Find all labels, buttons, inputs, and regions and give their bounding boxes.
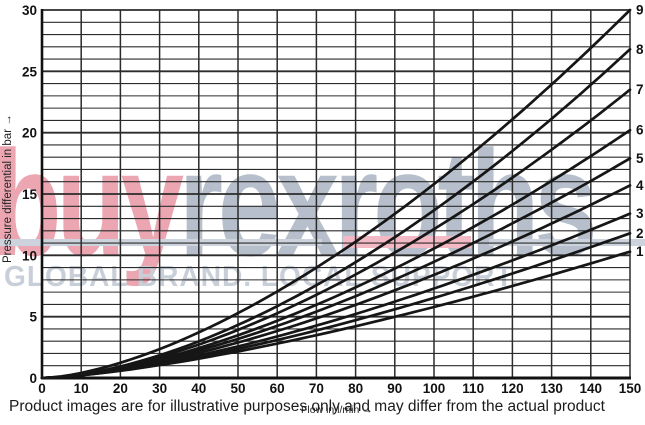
curve-label-9: 9: [636, 3, 644, 18]
y-tick-label: 30: [22, 3, 37, 18]
x-tick-label: 60: [270, 381, 285, 396]
curve-6: [40, 128, 632, 380]
x-tick-label: 80: [348, 381, 363, 396]
x-tick-label: 140: [580, 381, 603, 396]
x-tick-label: 100: [423, 381, 446, 396]
x-tick-label: 90: [387, 381, 402, 396]
y-tick-label: 15: [22, 187, 38, 202]
y-tick-label: 25: [22, 64, 38, 79]
curve-5: [40, 157, 632, 380]
x-tick-label: 20: [113, 381, 128, 396]
x-tick-label: 70: [309, 381, 324, 396]
y-tick-label: 5: [29, 310, 37, 325]
y-tick-label: 0: [29, 371, 37, 386]
curve-label-3: 3: [636, 206, 644, 221]
x-tick-label: 10: [74, 381, 89, 396]
x-tick-label: 150: [619, 381, 642, 396]
curve-label-2: 2: [636, 226, 644, 241]
curve-label-1: 1: [636, 244, 644, 259]
curve-label-5: 5: [636, 151, 644, 166]
x-tick-label: 120: [501, 381, 524, 396]
watermark-brand-rexroths: rexroths: [178, 119, 598, 287]
x-tick-label: 30: [152, 381, 167, 396]
y-tick-label: 10: [22, 248, 37, 263]
curve-label-4: 4: [636, 178, 644, 193]
x-tick-label: 110: [462, 381, 484, 396]
curve-label-7: 7: [636, 82, 644, 97]
curve-label-6: 6: [636, 123, 644, 138]
x-tick-label: 50: [230, 381, 245, 396]
disclaimer-caption: Product images are for illustrative purp…: [9, 398, 605, 415]
curve-4: [40, 184, 632, 380]
y-axis-title: Pressure differential in bar →: [2, 114, 14, 263]
curve-label-8: 8: [636, 42, 644, 57]
y-tick-label: 20: [22, 126, 37, 141]
x-tick-label: 130: [540, 381, 563, 396]
x-tick-label: 0: [38, 381, 46, 396]
curve-8: [40, 47, 632, 380]
curve-9: [40, 8, 632, 380]
x-tick-label: 40: [191, 381, 206, 396]
watermark-bar-gray-left: [0, 239, 322, 246]
watermark-brand: buyrexroths: [0, 128, 598, 278]
x-axis-title: Flow in l/min →: [301, 404, 373, 416]
watermark-bar-gray-right: [489, 239, 645, 246]
watermark-brand-buy: buy: [0, 119, 184, 287]
